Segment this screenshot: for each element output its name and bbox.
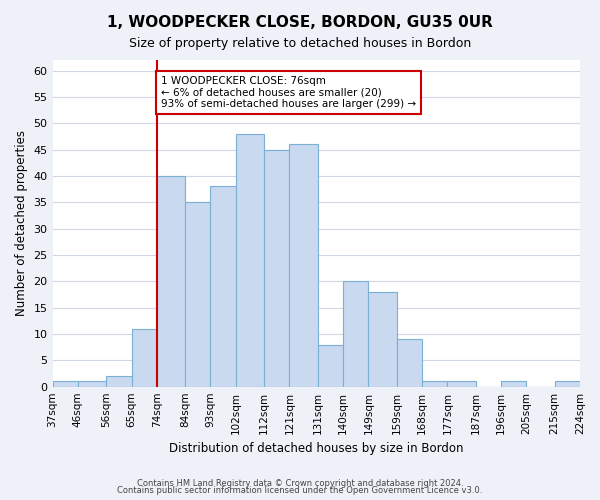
Bar [211, 186, 236, 386]
Bar [185, 202, 211, 386]
Bar [343, 282, 368, 387]
Bar [317, 344, 343, 387]
Bar [422, 382, 448, 386]
Bar [106, 376, 131, 386]
Bar [131, 328, 157, 386]
Bar [397, 340, 422, 386]
Bar [157, 176, 185, 386]
Bar [554, 382, 580, 386]
Bar [368, 292, 397, 386]
X-axis label: Distribution of detached houses by size in Bordon: Distribution of detached houses by size … [169, 442, 464, 455]
Text: 1 WOODPECKER CLOSE: 76sqm
← 6% of detached houses are smaller (20)
93% of semi-d: 1 WOODPECKER CLOSE: 76sqm ← 6% of detach… [161, 76, 416, 109]
Bar [289, 144, 317, 386]
Bar [78, 382, 106, 386]
Text: Contains HM Land Registry data © Crown copyright and database right 2024.: Contains HM Land Registry data © Crown c… [137, 478, 463, 488]
Text: 1, WOODPECKER CLOSE, BORDON, GU35 0UR: 1, WOODPECKER CLOSE, BORDON, GU35 0UR [107, 15, 493, 30]
Bar [53, 382, 78, 386]
Text: Size of property relative to detached houses in Bordon: Size of property relative to detached ho… [129, 38, 471, 51]
Text: Contains public sector information licensed under the Open Government Licence v3: Contains public sector information licen… [118, 486, 482, 495]
Bar [501, 382, 526, 386]
Bar [448, 382, 476, 386]
Y-axis label: Number of detached properties: Number of detached properties [15, 130, 28, 316]
Bar [236, 134, 264, 386]
Bar [264, 150, 289, 386]
